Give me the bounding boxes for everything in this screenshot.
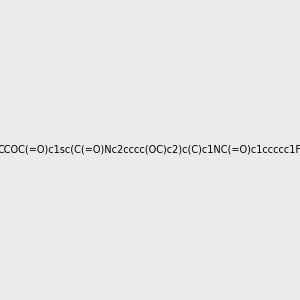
Text: CCOC(=O)c1sc(C(=O)Nc2cccc(OC)c2)c(C)c1NC(=O)c1ccccc1F: CCOC(=O)c1sc(C(=O)Nc2cccc(OC)c2)c(C)c1NC… xyxy=(0,145,300,155)
